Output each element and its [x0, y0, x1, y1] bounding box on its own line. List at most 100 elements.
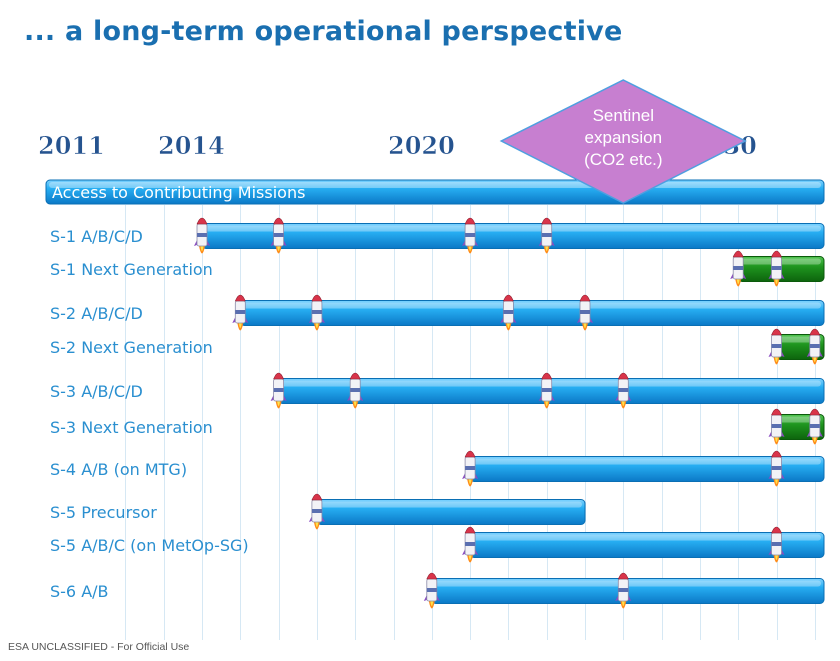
rocket-band [541, 388, 552, 392]
mission-bar-highlight [243, 302, 822, 309]
year-label: 2014 [158, 131, 225, 160]
rocket-flame-core [468, 246, 472, 251]
mission-label: S-2 A/B/C/D [50, 304, 143, 323]
rocket-fin-right [475, 240, 479, 246]
rocket-nose [464, 217, 476, 225]
rocket-flame-core [775, 357, 778, 362]
rocket-band [311, 509, 322, 513]
rocket-nose [771, 328, 782, 336]
launch-rocket-icon [308, 294, 325, 331]
launch-rocket-icon [806, 408, 823, 445]
rocket-fin-right [590, 317, 593, 323]
rocket-nose [732, 250, 744, 258]
rocket-flame-core [813, 357, 817, 362]
rocket-nose [311, 493, 323, 501]
rocket-flame-core [238, 323, 242, 328]
rocket-band [618, 388, 629, 392]
rocket-flame-core [775, 555, 778, 560]
rocket-band [465, 466, 476, 470]
rocket-band [235, 310, 246, 314]
launch-rocket-icon [768, 450, 785, 487]
rocket-flame-core [315, 323, 319, 328]
launch-rocket-icon [462, 217, 479, 254]
rocket-flame-core [583, 323, 587, 328]
rocket-fin-left [806, 431, 810, 437]
rocket-nose [617, 572, 629, 580]
rocket-fin-right [283, 240, 287, 246]
mission-label: S-5 A/B/C (on MetOp-SG) [50, 536, 249, 555]
rocket-fin-left [615, 595, 619, 601]
rocket-fin-right [628, 395, 632, 401]
mission-bar-highlight [473, 534, 821, 541]
rocket-nose [771, 408, 782, 416]
rocket-flame-core [277, 246, 281, 251]
rocket-flame-core [545, 401, 549, 406]
rocket-band [311, 310, 322, 314]
rocket-nose [771, 450, 782, 458]
rocket-fin-left [462, 473, 466, 479]
rocket-flame-core [545, 246, 549, 251]
rocket-band [580, 310, 590, 314]
mission-label: S-2 Next Generation [50, 338, 213, 357]
callout-text-line: expansion [585, 128, 663, 147]
rocket-fin-left [730, 273, 734, 279]
rocket-band [541, 233, 552, 237]
classification-footer: ESA UNCLASSIFIED - For Official Use [8, 641, 190, 653]
sentinel-expansion-callout: Sentinel expansion (CO2 etc.) [499, 79, 747, 204]
callout-diamond [499, 79, 747, 204]
rocket-fin-right [436, 595, 440, 601]
rocket-fin-left [270, 395, 274, 401]
launch-rocket-icon [615, 372, 632, 409]
rocket-fin-right [781, 351, 785, 357]
rocket-band [809, 344, 820, 348]
rocket-nose [196, 217, 208, 225]
rocket-fin-right [551, 240, 555, 246]
rocket-nose [541, 217, 553, 225]
rocket-fin-left [538, 240, 542, 246]
launch-rocket-icon [768, 328, 785, 365]
rocket-nose [809, 328, 821, 336]
mission-label: S-4 A/B (on MTG) [50, 460, 187, 479]
year-label: 2011 [38, 131, 105, 160]
rocket-fin-left [806, 351, 810, 357]
rocket-fin-left [768, 273, 772, 279]
rocket-band [465, 233, 476, 237]
mission-bar-highlight [205, 225, 821, 232]
launch-rocket-icon [615, 572, 632, 609]
rocket-flame-core [468, 555, 472, 560]
rocket-band [273, 388, 284, 392]
rocket-fin-right [475, 473, 479, 479]
rocket-flame-core [506, 323, 510, 328]
rocket-band [771, 266, 782, 270]
rocket-nose [311, 294, 323, 302]
rocket-nose [234, 294, 246, 302]
launch-rocket-icon [538, 372, 555, 409]
rocket-fin-left [308, 317, 312, 323]
rocket-nose [771, 250, 782, 258]
rocket-fin-left [538, 395, 542, 401]
rocket-nose [273, 372, 285, 380]
launch-rocket-icon [462, 526, 479, 563]
rocket-nose [617, 372, 629, 380]
launch-rocket-icon [270, 217, 287, 254]
rocket-band [197, 233, 207, 237]
launch-rocket-icon [538, 217, 555, 254]
header-bar-label: Access to Contributing Missions [52, 183, 305, 202]
rocket-band [771, 466, 782, 470]
rocket-band [771, 344, 782, 348]
rocket-fin-right [321, 317, 325, 323]
launch-markers [194, 217, 823, 609]
rocket-nose [464, 526, 476, 534]
rocket-nose [579, 294, 591, 302]
rocket-fin-right [283, 395, 287, 401]
rocket-fin-left [232, 317, 236, 323]
rocket-fin-right [781, 431, 785, 437]
rocket-fin-right [781, 473, 785, 479]
rocket-fin-right [321, 516, 325, 522]
rocket-band [733, 266, 744, 270]
launch-rocket-icon [423, 572, 440, 609]
rocket-nose [349, 372, 361, 380]
launch-rocket-icon [347, 372, 364, 409]
mission-label: S-1 Next Generation [50, 260, 213, 279]
